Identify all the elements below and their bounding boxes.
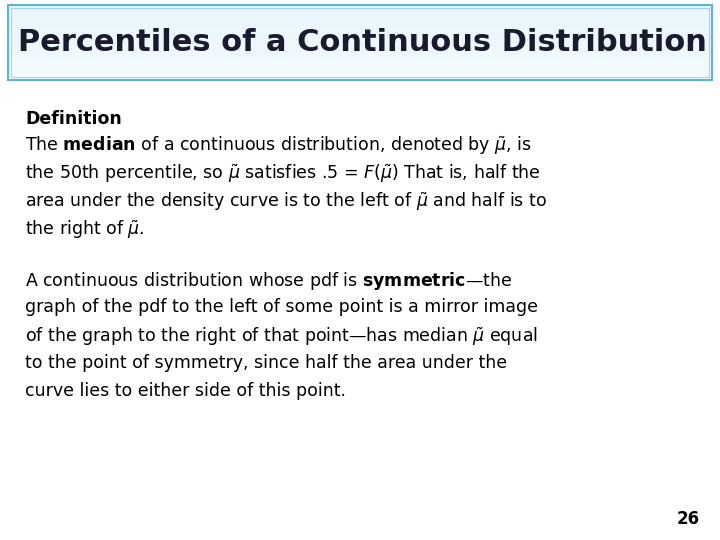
Text: Definition: Definition	[25, 110, 122, 128]
Text: curve lies to either side of this point.: curve lies to either side of this point.	[25, 382, 346, 400]
Bar	[8, 51, 712, 54]
Bar	[8, 62, 712, 65]
Bar	[8, 53, 712, 56]
Bar	[8, 36, 712, 39]
Bar	[8, 5, 712, 80]
Bar	[8, 70, 712, 72]
Text: 26: 26	[677, 510, 700, 528]
Bar	[8, 39, 712, 43]
Bar	[8, 49, 712, 52]
Bar	[8, 47, 712, 50]
Bar	[8, 38, 712, 40]
Bar	[8, 55, 712, 57]
Bar	[8, 57, 712, 59]
Bar	[8, 23, 712, 25]
Bar	[8, 26, 712, 29]
Bar	[8, 17, 712, 20]
Bar	[8, 25, 712, 28]
Bar	[8, 75, 712, 78]
Bar	[8, 4, 712, 7]
Bar	[8, 42, 712, 44]
Text: the right of $\tilde{\mu}$.: the right of $\tilde{\mu}$.	[25, 219, 144, 241]
Bar	[8, 45, 712, 48]
Bar	[8, 15, 712, 18]
Bar	[8, 66, 712, 69]
Bar	[8, 29, 712, 31]
Text: The $\mathbf{median}$ of a continuous distribution, denoted by $\tilde{\mu}$, is: The $\mathbf{median}$ of a continuous di…	[25, 135, 532, 157]
Bar	[8, 14, 712, 16]
Bar	[8, 58, 712, 61]
Bar	[8, 77, 712, 80]
Text: the 50th percentile, so $\tilde{\mu}$ satisfies .5 = $F(\tilde{\mu})$ That is, h: the 50th percentile, so $\tilde{\mu}$ sa…	[25, 163, 541, 185]
Bar	[8, 19, 712, 22]
Text: Percentiles of a Continuous Distribution: Percentiles of a Continuous Distribution	[18, 28, 707, 57]
Bar	[8, 34, 712, 37]
Bar	[8, 71, 712, 75]
Bar	[8, 11, 712, 15]
Text: area under the density curve is to the left of $\tilde{\mu}$ and half is to: area under the density curve is to the l…	[25, 191, 547, 213]
Bar	[8, 73, 712, 76]
Bar	[8, 64, 712, 67]
Bar	[8, 10, 712, 12]
Bar	[11, 8, 709, 77]
Bar	[8, 68, 712, 71]
Bar	[8, 21, 712, 24]
Bar	[8, 8, 712, 11]
Bar	[8, 60, 712, 63]
Bar	[8, 30, 712, 33]
Bar	[8, 6, 712, 9]
Text: graph of the pdf to the left of some point is a mirror image: graph of the pdf to the left of some poi…	[25, 298, 538, 316]
Bar	[8, 32, 712, 35]
Bar	[8, 43, 712, 46]
Text: A continuous distribution whose pdf is $\mathbf{symmetric}$—the: A continuous distribution whose pdf is $…	[25, 270, 512, 292]
Text: of the graph to the right of that point—has median $\tilde{\mu}$ equal: of the graph to the right of that point—…	[25, 326, 538, 348]
Text: to the point of symmetry, since half the area under the: to the point of symmetry, since half the…	[25, 354, 507, 372]
